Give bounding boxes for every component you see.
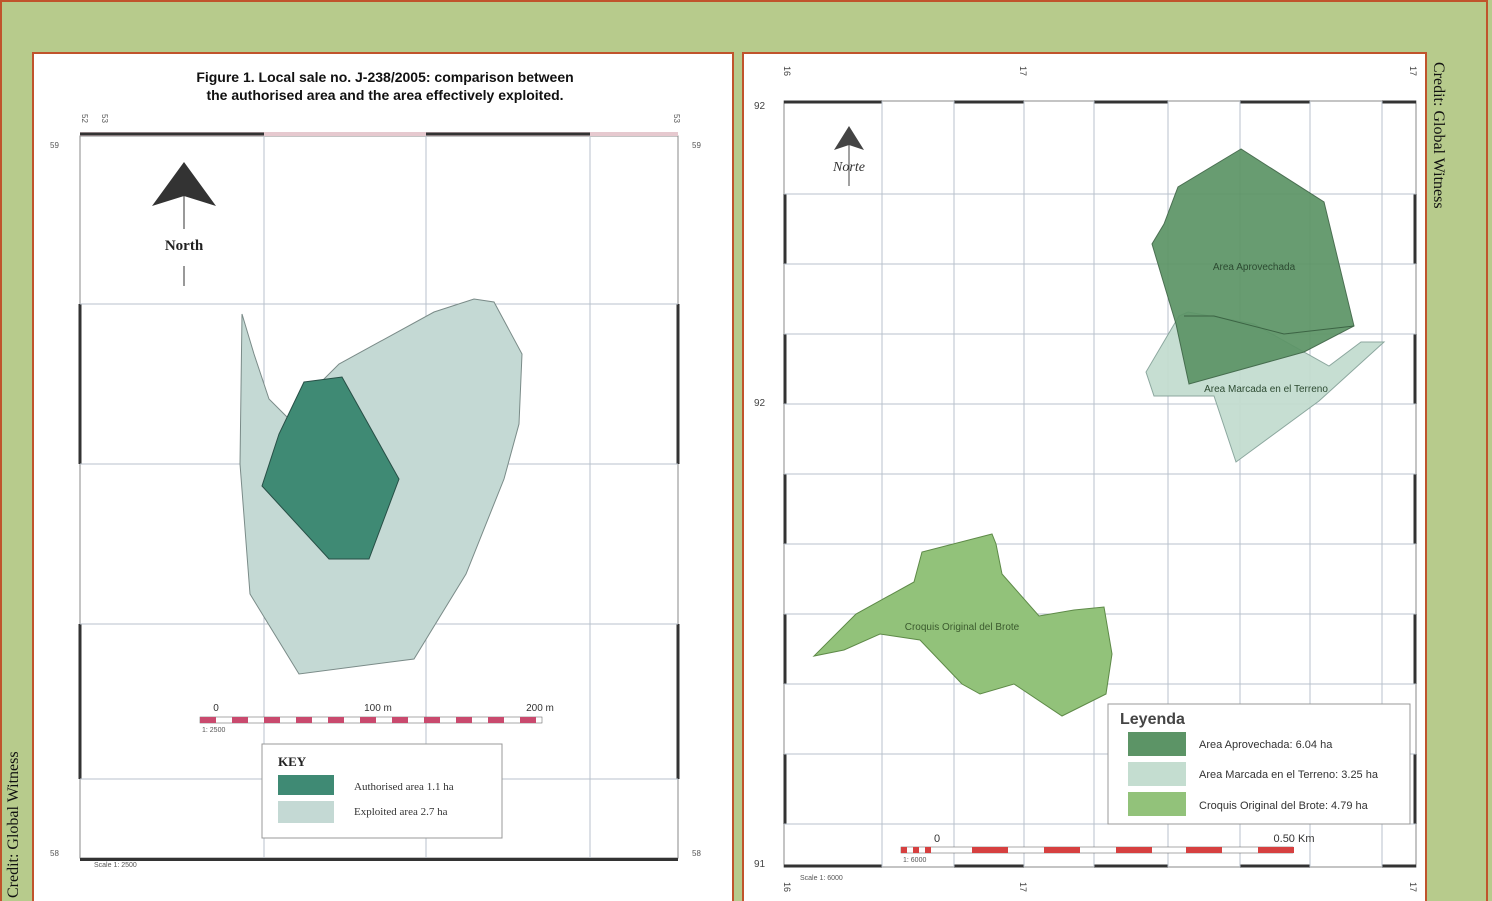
legend-label-croquis: Croquis Original del Brote: 4.79 ha bbox=[1199, 800, 1369, 812]
left-top-border-strip bbox=[80, 132, 678, 136]
left-key-swatch-exploited bbox=[278, 801, 334, 823]
left-key-swatch-authorised bbox=[278, 775, 334, 795]
credit-right: Credit: Global Witness bbox=[1430, 62, 1447, 209]
right-scale-bar bbox=[900, 846, 1294, 854]
figure-title-line1: Figure 1. Local sale no. J-238/2005: com… bbox=[196, 69, 574, 85]
right-scale-note: Scale 1: 6000 bbox=[800, 875, 843, 882]
left-scale-label-100: 100 m bbox=[364, 703, 392, 714]
right-grid-label-top2: 17 bbox=[1018, 66, 1028, 76]
right-grid-label-bottom3: 17 bbox=[1408, 882, 1418, 892]
croquis-label: Croquis Original del Brote bbox=[905, 622, 1020, 633]
area-aprovechada-label: Area Aprovechada bbox=[1213, 262, 1296, 273]
right-grid-label-bottom1: 16 bbox=[782, 882, 792, 892]
croquis-polygon bbox=[812, 533, 1113, 717]
right-border-segments bbox=[783, 100, 1417, 868]
credit-left: Credit: Global Witness bbox=[5, 751, 22, 898]
legend-swatch-marcada bbox=[1128, 762, 1186, 786]
right-grid-label-row3: 91 bbox=[754, 859, 766, 870]
left-scale-bar bbox=[199, 716, 543, 724]
left-map-panel: Figure 1. Local sale no. J-238/2005: com… bbox=[32, 52, 734, 901]
north-label: North bbox=[165, 238, 204, 254]
figure-title-line2: the authorised area and the area effecti… bbox=[206, 87, 564, 103]
norte-label: Norte bbox=[832, 160, 865, 175]
left-grid-label-top3: 53 bbox=[672, 114, 681, 123]
right-scale-label-050: 0.50 Km bbox=[1274, 833, 1315, 845]
left-key-label-authorised: Authorised area 1.1 ha bbox=[354, 781, 454, 793]
left-bottom-border-strip bbox=[80, 858, 678, 861]
legend-label-aprovechada: Area Aprovechada: 6.04 ha bbox=[1199, 739, 1333, 751]
right-scale-label-0: 0 bbox=[934, 833, 940, 845]
north-arrow-icon bbox=[152, 162, 216, 286]
left-border-segments bbox=[78, 132, 680, 779]
left-scale-label-200: 200 m bbox=[526, 703, 554, 714]
right-scale-ratio: 1: 6000 bbox=[903, 857, 926, 864]
legend-swatch-croquis bbox=[1128, 792, 1186, 816]
left-scale-ratio: 1: 2500 bbox=[202, 727, 225, 734]
left-grid-label-row2-right: 58 bbox=[692, 849, 701, 858]
left-scale-note: Scale 1: 2500 bbox=[94, 862, 137, 869]
norte-arrow-icon bbox=[834, 126, 864, 186]
right-grid-label-bottom2: 17 bbox=[1018, 882, 1028, 892]
authorised-area-polygon bbox=[261, 376, 400, 560]
right-grid-label-top3: 17 bbox=[1408, 66, 1418, 76]
area-marcada-label: Area Marcada en el Terreno bbox=[1204, 384, 1328, 395]
left-scale-label-0: 0 bbox=[213, 703, 219, 714]
legend-label-marcada: Area Marcada en el Terreno: 3.25 ha bbox=[1199, 769, 1379, 781]
left-grid-label-row1-right: 59 bbox=[692, 141, 701, 150]
right-map-panel: 16 17 17 92 92 91 16 17 17 Norte Area Ap… bbox=[742, 52, 1427, 901]
left-grid-label-row2: 58 bbox=[50, 849, 59, 858]
figure-title: Figure 1. Local sale no. J-238/2005: com… bbox=[34, 68, 732, 104]
legend-swatch-aprovechada bbox=[1128, 732, 1186, 756]
right-grid-label-row1: 92 bbox=[754, 101, 766, 112]
right-map-svg: 16 17 17 92 92 91 16 17 17 Norte Area Ap… bbox=[754, 66, 1418, 892]
left-grid-label-top2: 53 bbox=[100, 114, 109, 123]
right-grid-label-row2: 92 bbox=[754, 398, 766, 409]
left-grid-label-row1: 59 bbox=[50, 141, 59, 150]
area-aprovechada-polygon bbox=[1151, 148, 1355, 385]
left-map-svg: 52 53 53 59 59 58 58 North 0 100 m 200 m bbox=[50, 114, 701, 869]
right-grid-label-top1: 16 bbox=[782, 66, 792, 76]
left-key-label-exploited: Exploited area 2.7 ha bbox=[354, 806, 448, 818]
right-legend-heading: Leyenda bbox=[1120, 711, 1185, 728]
left-grid-label-top1: 52 bbox=[80, 114, 89, 123]
left-key-heading: KEY bbox=[278, 754, 307, 769]
